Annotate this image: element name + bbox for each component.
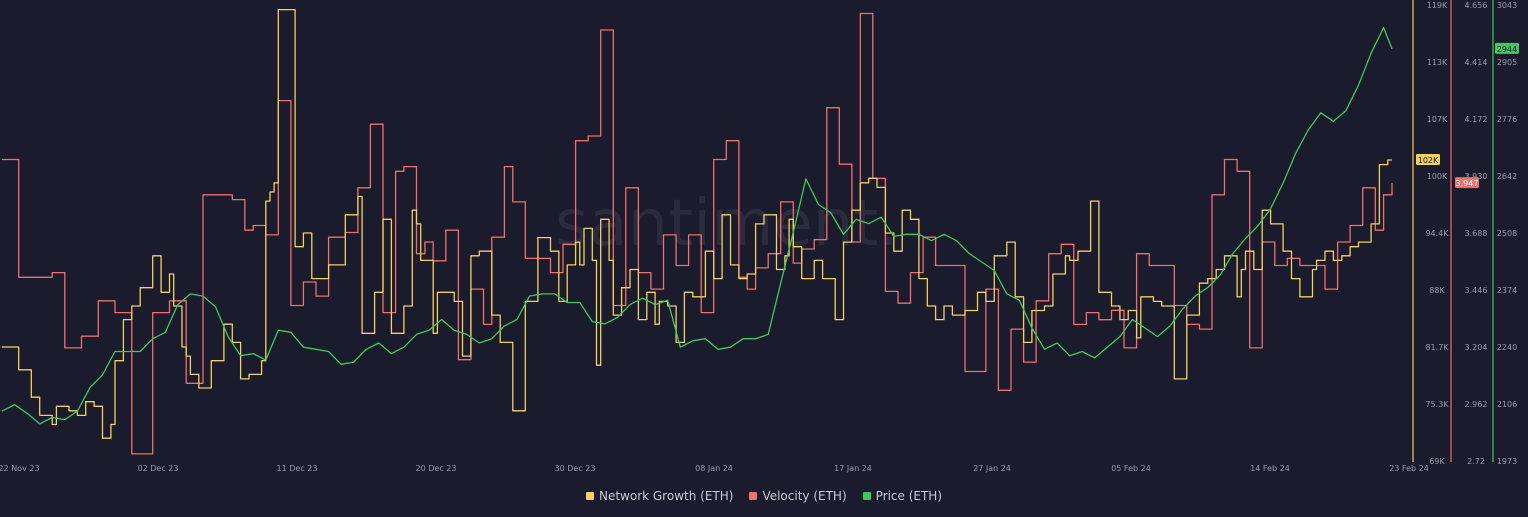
axis-tick-velocity: 3.688 <box>1465 229 1488 238</box>
axis-tick-price: 1973 <box>1497 457 1517 466</box>
current-value-label-velocity: 3.947 <box>1456 179 1479 188</box>
legend-item-price[interactable]: Price (ETH) <box>862 489 943 503</box>
current-value-tag-price <box>1495 42 1519 54</box>
x-tick-label: 05 Feb 24 <box>1111 464 1151 473</box>
axis-tick-network_growth: 88K <box>1429 286 1445 295</box>
series-line-network_growth <box>2 8 1392 439</box>
axis-tick-price: 2642 <box>1497 172 1517 181</box>
legend-swatch-price <box>862 492 871 500</box>
series-line-price <box>1 26 1393 425</box>
watermark-text: santiment. <box>555 187 899 261</box>
series-line-velocity <box>2 12 1393 455</box>
axis-tick-network_growth: 94.4K <box>1425 229 1449 238</box>
legend: Network Growth (ETH) Velocity (ETH) Pric… <box>0 489 1528 503</box>
axis-tick-velocity: 4.656 <box>1465 1 1488 10</box>
axis-tick-price: 2106 <box>1497 400 1517 409</box>
axis-tick-price: 2508 <box>1497 229 1517 238</box>
x-tick-label: 02 Dec 23 <box>138 464 179 473</box>
x-tick-label: 20 Dec 23 <box>416 464 457 473</box>
axis-tick-velocity: 3.204 <box>1465 343 1488 352</box>
x-tick-label: 11 Dec 23 <box>277 464 318 473</box>
axis-tick-velocity: 4.172 <box>1465 115 1488 124</box>
axis-tick-velocity: 2.72 <box>1467 457 1485 466</box>
legend-label-price: Price (ETH) <box>875 489 943 503</box>
axis-tick-price: 2905 <box>1497 58 1517 67</box>
x-tick-label: 30 Dec 23 <box>555 464 596 473</box>
axis-tick-price: 2240 <box>1497 343 1517 352</box>
axis-tick-velocity: 3.930 <box>1465 172 1488 181</box>
current-value-tag-velocity <box>1455 177 1479 189</box>
axis-tick-network_growth: 113K <box>1427 58 1448 67</box>
legend-label-network-growth: Network Growth (ETH) <box>598 489 734 503</box>
axis-tick-velocity: 3.446 <box>1465 286 1488 295</box>
x-axis: 22 Nov 23 02 Dec 23 11 Dec 23 20 Dec 23 30 D… <box>0 464 1429 473</box>
x-tick-label: 14 Feb 24 <box>1250 464 1290 473</box>
x-tick-label: 08 Jan 24 <box>695 464 733 473</box>
legend-swatch-network-growth <box>585 492 594 500</box>
axis-tick-network_growth: 81.7K <box>1425 343 1449 352</box>
x-tick-label: 17 Jan 24 <box>834 464 872 473</box>
axis-tick-velocity: 4.414 <box>1465 58 1488 67</box>
axis-tick-network_growth: 100K <box>1427 172 1448 181</box>
x-tick-label: 23 Feb 24 <box>1389 464 1429 473</box>
axis-tick-network_growth: 107K <box>1427 115 1448 124</box>
series-layer <box>1 8 1393 455</box>
x-tick-label: 22 Nov 23 <box>0 464 40 473</box>
axis-tick-network_growth: 69K <box>1429 457 1445 466</box>
current-value-label-network_growth: 102K <box>1418 156 1439 165</box>
legend-swatch-velocity <box>749 492 758 500</box>
axis-tick-price: 3043 <box>1497 1 1517 10</box>
axis-tick-price: 2374 <box>1497 286 1517 295</box>
axis-tick-network_growth: 75.3K <box>1425 400 1449 409</box>
current-value-label-price: 2944 <box>1497 45 1517 54</box>
legend-item-velocity[interactable]: Velocity (ETH) <box>749 489 847 503</box>
legend-label-velocity: Velocity (ETH) <box>762 489 847 503</box>
axis-tick-network_growth: 119K <box>1427 1 1448 10</box>
axis-tick-price: 2776 <box>1497 115 1517 124</box>
x-tick-label: 27 Jan 24 <box>973 464 1011 473</box>
axes-layer: 119K 113K 107K 100K 94.4K 88K 81.7K 75.3K 69K 102… <box>1412 0 1519 466</box>
current-value-tag-network_growth <box>1416 154 1440 166</box>
legend-item-network-growth[interactable]: Network Growth (ETH) <box>585 489 734 503</box>
axis-tick-velocity: 2.962 <box>1465 400 1488 409</box>
